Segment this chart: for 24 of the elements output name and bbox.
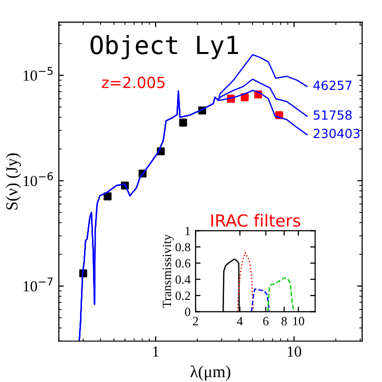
- x-tick-label: 10: [288, 346, 302, 357]
- y-tick-label: 10$^{−6}$: [24, 172, 53, 186]
- y-tick-label: 0.2: [176, 292, 190, 300]
- y-tick-label: 1: [186, 226, 190, 236]
- x-tick-label: 2: [193, 316, 198, 326]
- x-tick-label: 4: [236, 317, 243, 326]
- chart-title: Object Ly1: [90, 35, 238, 60]
- y-tick-label: 0.4: [176, 275, 191, 284]
- y-axis-title: Transmissivity: [162, 234, 174, 308]
- x-tick-label: 6: [263, 316, 269, 326]
- y-tick-label: 10$^{−5}$: [24, 66, 53, 81]
- chart-title: IRAC filters: [211, 214, 300, 227]
- y-tick-label: 0.6: [176, 259, 190, 268]
- series-label: 51758: [314, 110, 352, 120]
- series-label: 46257: [313, 80, 352, 90]
- x-tick-label: 8: [281, 316, 287, 326]
- x-tick-label: 10: [293, 316, 304, 326]
- x-axis-title: λ(μm): [190, 365, 230, 381]
- y-tick-label: 0.8: [176, 242, 190, 252]
- y-axis-title: S(ν) (Jy): [6, 153, 21, 210]
- y-tick-label: 0: [184, 308, 190, 316]
- annotation: z=2.005: [102, 76, 165, 88]
- series-label: 230403: [314, 128, 360, 138]
- y-tick-label: 10$^{−7}$: [24, 278, 53, 292]
